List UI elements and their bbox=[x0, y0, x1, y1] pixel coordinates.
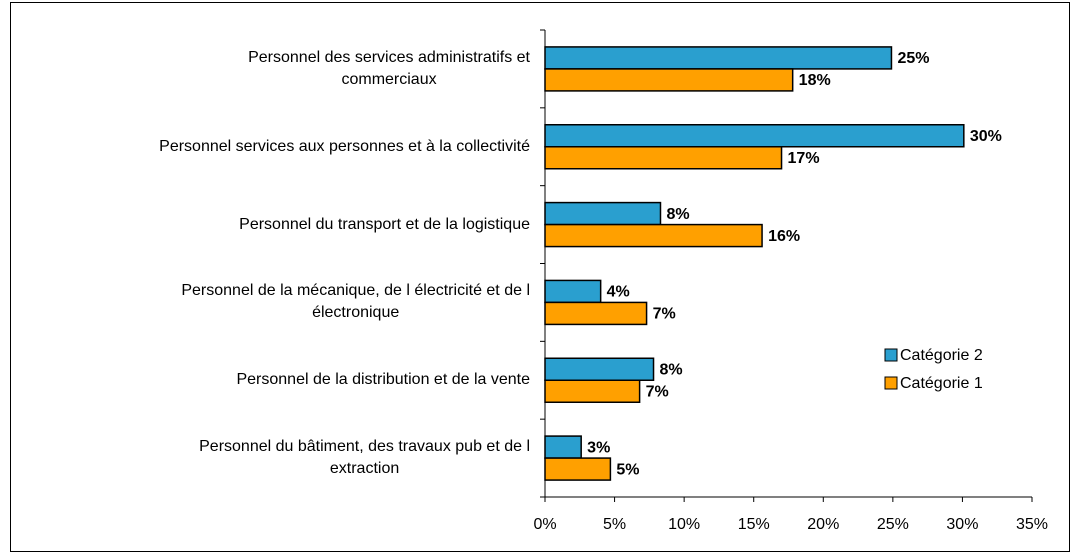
bar bbox=[544, 279, 602, 304]
x-tick-label: 0% bbox=[533, 516, 556, 533]
data-label: 8% bbox=[660, 361, 683, 378]
legend-swatch bbox=[884, 376, 898, 390]
category-label: Personnel services aux personnes et à la… bbox=[159, 137, 530, 155]
bar bbox=[544, 379, 641, 403]
data-label: 8% bbox=[666, 206, 689, 223]
data-label: 4% bbox=[607, 284, 630, 301]
x-tick-label: 20% bbox=[807, 516, 839, 533]
category-label: Personnel de la distribution et de la ve… bbox=[236, 371, 530, 389]
legend-label: Catégorie 2 bbox=[900, 347, 983, 364]
category-label: Personnel de la mécanique, de l électric… bbox=[181, 282, 530, 322]
legend-label: Catégorie 1 bbox=[900, 375, 983, 392]
chart-border bbox=[10, 2, 1070, 552]
bar bbox=[544, 201, 662, 226]
bar bbox=[544, 124, 965, 148]
data-label: 5% bbox=[616, 461, 639, 478]
x-tick-label: 25% bbox=[877, 516, 909, 533]
bar bbox=[544, 223, 763, 248]
x-tick-label: 5% bbox=[603, 516, 626, 533]
data-label: 7% bbox=[653, 306, 676, 323]
x-tick-label: 30% bbox=[946, 516, 978, 533]
category-label: Personnel des services administratifs et… bbox=[248, 48, 530, 88]
x-tick-label: 35% bbox=[1016, 516, 1048, 533]
bar bbox=[544, 435, 582, 459]
data-label: 16% bbox=[768, 228, 800, 245]
bar bbox=[544, 146, 783, 170]
bar bbox=[544, 68, 794, 92]
bar bbox=[544, 301, 648, 326]
data-label: 25% bbox=[897, 50, 929, 67]
bar bbox=[544, 357, 655, 381]
legend-swatch bbox=[884, 348, 898, 362]
data-label: 3% bbox=[587, 439, 610, 456]
data-label: 17% bbox=[788, 150, 820, 167]
bar bbox=[544, 457, 612, 481]
data-label: 7% bbox=[646, 383, 669, 400]
category-label: Personnel du transport et de la logistiq… bbox=[239, 215, 530, 233]
data-label: 30% bbox=[970, 128, 1002, 145]
bar bbox=[544, 46, 893, 70]
x-tick-label: 10% bbox=[668, 516, 700, 533]
category-label: Personnel du bâtiment, des travaux pub e… bbox=[199, 438, 530, 478]
data-label: 18% bbox=[799, 72, 831, 89]
x-tick-label: 15% bbox=[738, 516, 770, 533]
